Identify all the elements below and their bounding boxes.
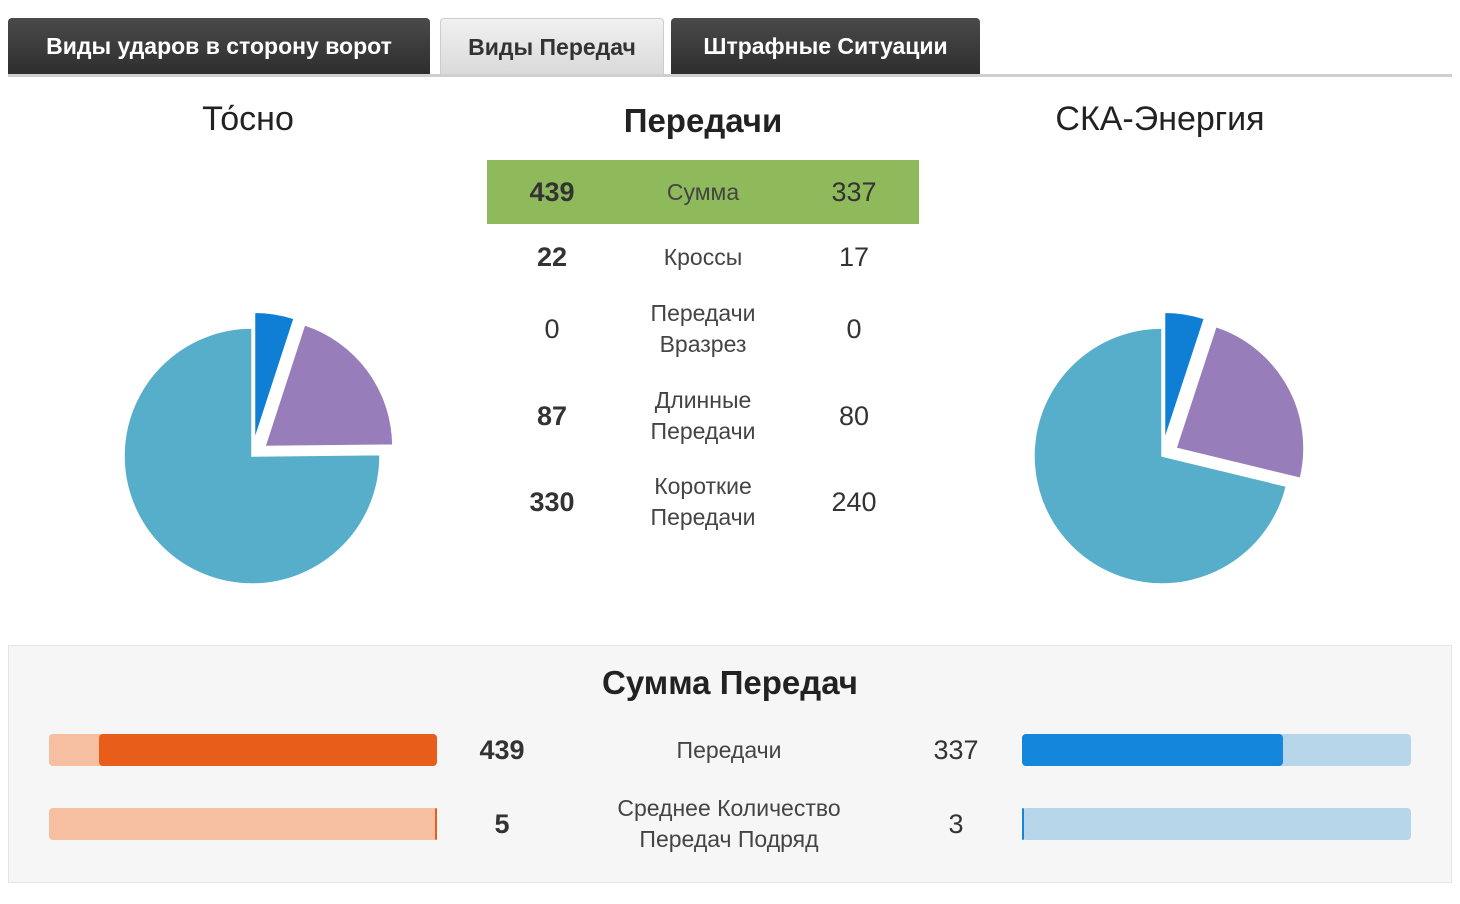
stat-row-short-passes: 330 Короткие Передачи 240 (487, 464, 919, 540)
summary-title: Сумма Передач (602, 664, 858, 701)
home-bar-track (49, 808, 437, 840)
away-value: 80 (838, 400, 870, 431)
away-value: 337 (933, 735, 979, 765)
summary-row-passes: 439 Передачи 337 (9, 720, 1451, 780)
stat-row-through-balls: 0 Передачи Вразрез 0 (487, 290, 919, 368)
home-value: 0 (544, 313, 560, 344)
home-bar-fill (99, 734, 437, 766)
home-value: 439 (479, 735, 525, 765)
home-value: 5 (494, 809, 510, 839)
away-bar-track (1022, 734, 1411, 766)
home-bar-fill (435, 808, 437, 840)
away-value: 240 (831, 486, 877, 517)
summary-label: Передачи (676, 736, 782, 763)
tab-shot-types[interactable]: Виды ударов в сторону ворот (8, 18, 430, 74)
stat-label: Длинные Передачи (650, 387, 756, 444)
stat-label: Передачи Вразрез (650, 300, 756, 357)
pie-slice-кроссы[interactable] (1163, 311, 1206, 441)
pie-slice-длинные-передачи[interactable] (263, 323, 394, 448)
pie-slice-короткие-передачи[interactable] (123, 327, 381, 585)
away-bar-fill (1022, 734, 1283, 766)
tab-pass-types[interactable]: Виды Передач (440, 18, 664, 75)
stat-label: Кроссы (663, 243, 743, 270)
passes-summary-panel: Сумма Передач 439 Передачи 337 5 Среднее… (8, 645, 1452, 883)
stat-row-total: 439 Сумма 337 (487, 160, 919, 224)
away-pass-types-pie-chart (1033, 311, 1305, 585)
pie-slice-кроссы[interactable] (253, 311, 296, 441)
stat-label: Короткие Передачи (650, 473, 756, 530)
tab-bar: Виды ударов в сторону ворот Виды Передач… (8, 18, 1452, 75)
pie-slice-длинные-передачи[interactable] (1175, 325, 1305, 480)
passes-stats-table: 439 Сумма 337 22 Кроссы 17 0 Передачи Вр… (487, 160, 919, 540)
home-pass-types-pie-chart (123, 311, 394, 585)
pie-slice-короткие-передачи[interactable] (1033, 327, 1288, 585)
tab-set-pieces[interactable]: Штрафные Ситуации (671, 18, 980, 74)
home-value: 87 (536, 400, 568, 431)
home-value: 330 (529, 486, 575, 517)
home-value: 22 (536, 241, 568, 272)
home-value: 439 (529, 176, 575, 207)
home-bar-track (49, 734, 437, 766)
stat-row-long-passes: 87 Длинные Передачи 80 (487, 368, 919, 464)
away-value: 0 (846, 313, 862, 344)
away-value: 337 (831, 176, 877, 207)
stat-label: Сумма (666, 178, 740, 205)
tab-divider (8, 74, 1452, 77)
away-value: 3 (948, 809, 964, 839)
away-value: 17 (838, 241, 870, 272)
summary-row-avg-consecutive: 5 Среднее Количество Передач Подряд 3 (9, 794, 1451, 854)
truncated-heading (0, 0, 1460, 6)
away-bar-fill (1022, 808, 1024, 840)
away-team-name: СКА-Энергия (1055, 100, 1265, 138)
passes-section-title: Передачи (623, 102, 783, 139)
stat-row-crosses: 22 Кроссы 17 (487, 224, 919, 290)
home-team-name: То́сно (202, 100, 294, 138)
away-bar-track (1022, 808, 1411, 840)
summary-label: Среднее Количество Передач Подряд (617, 795, 841, 852)
